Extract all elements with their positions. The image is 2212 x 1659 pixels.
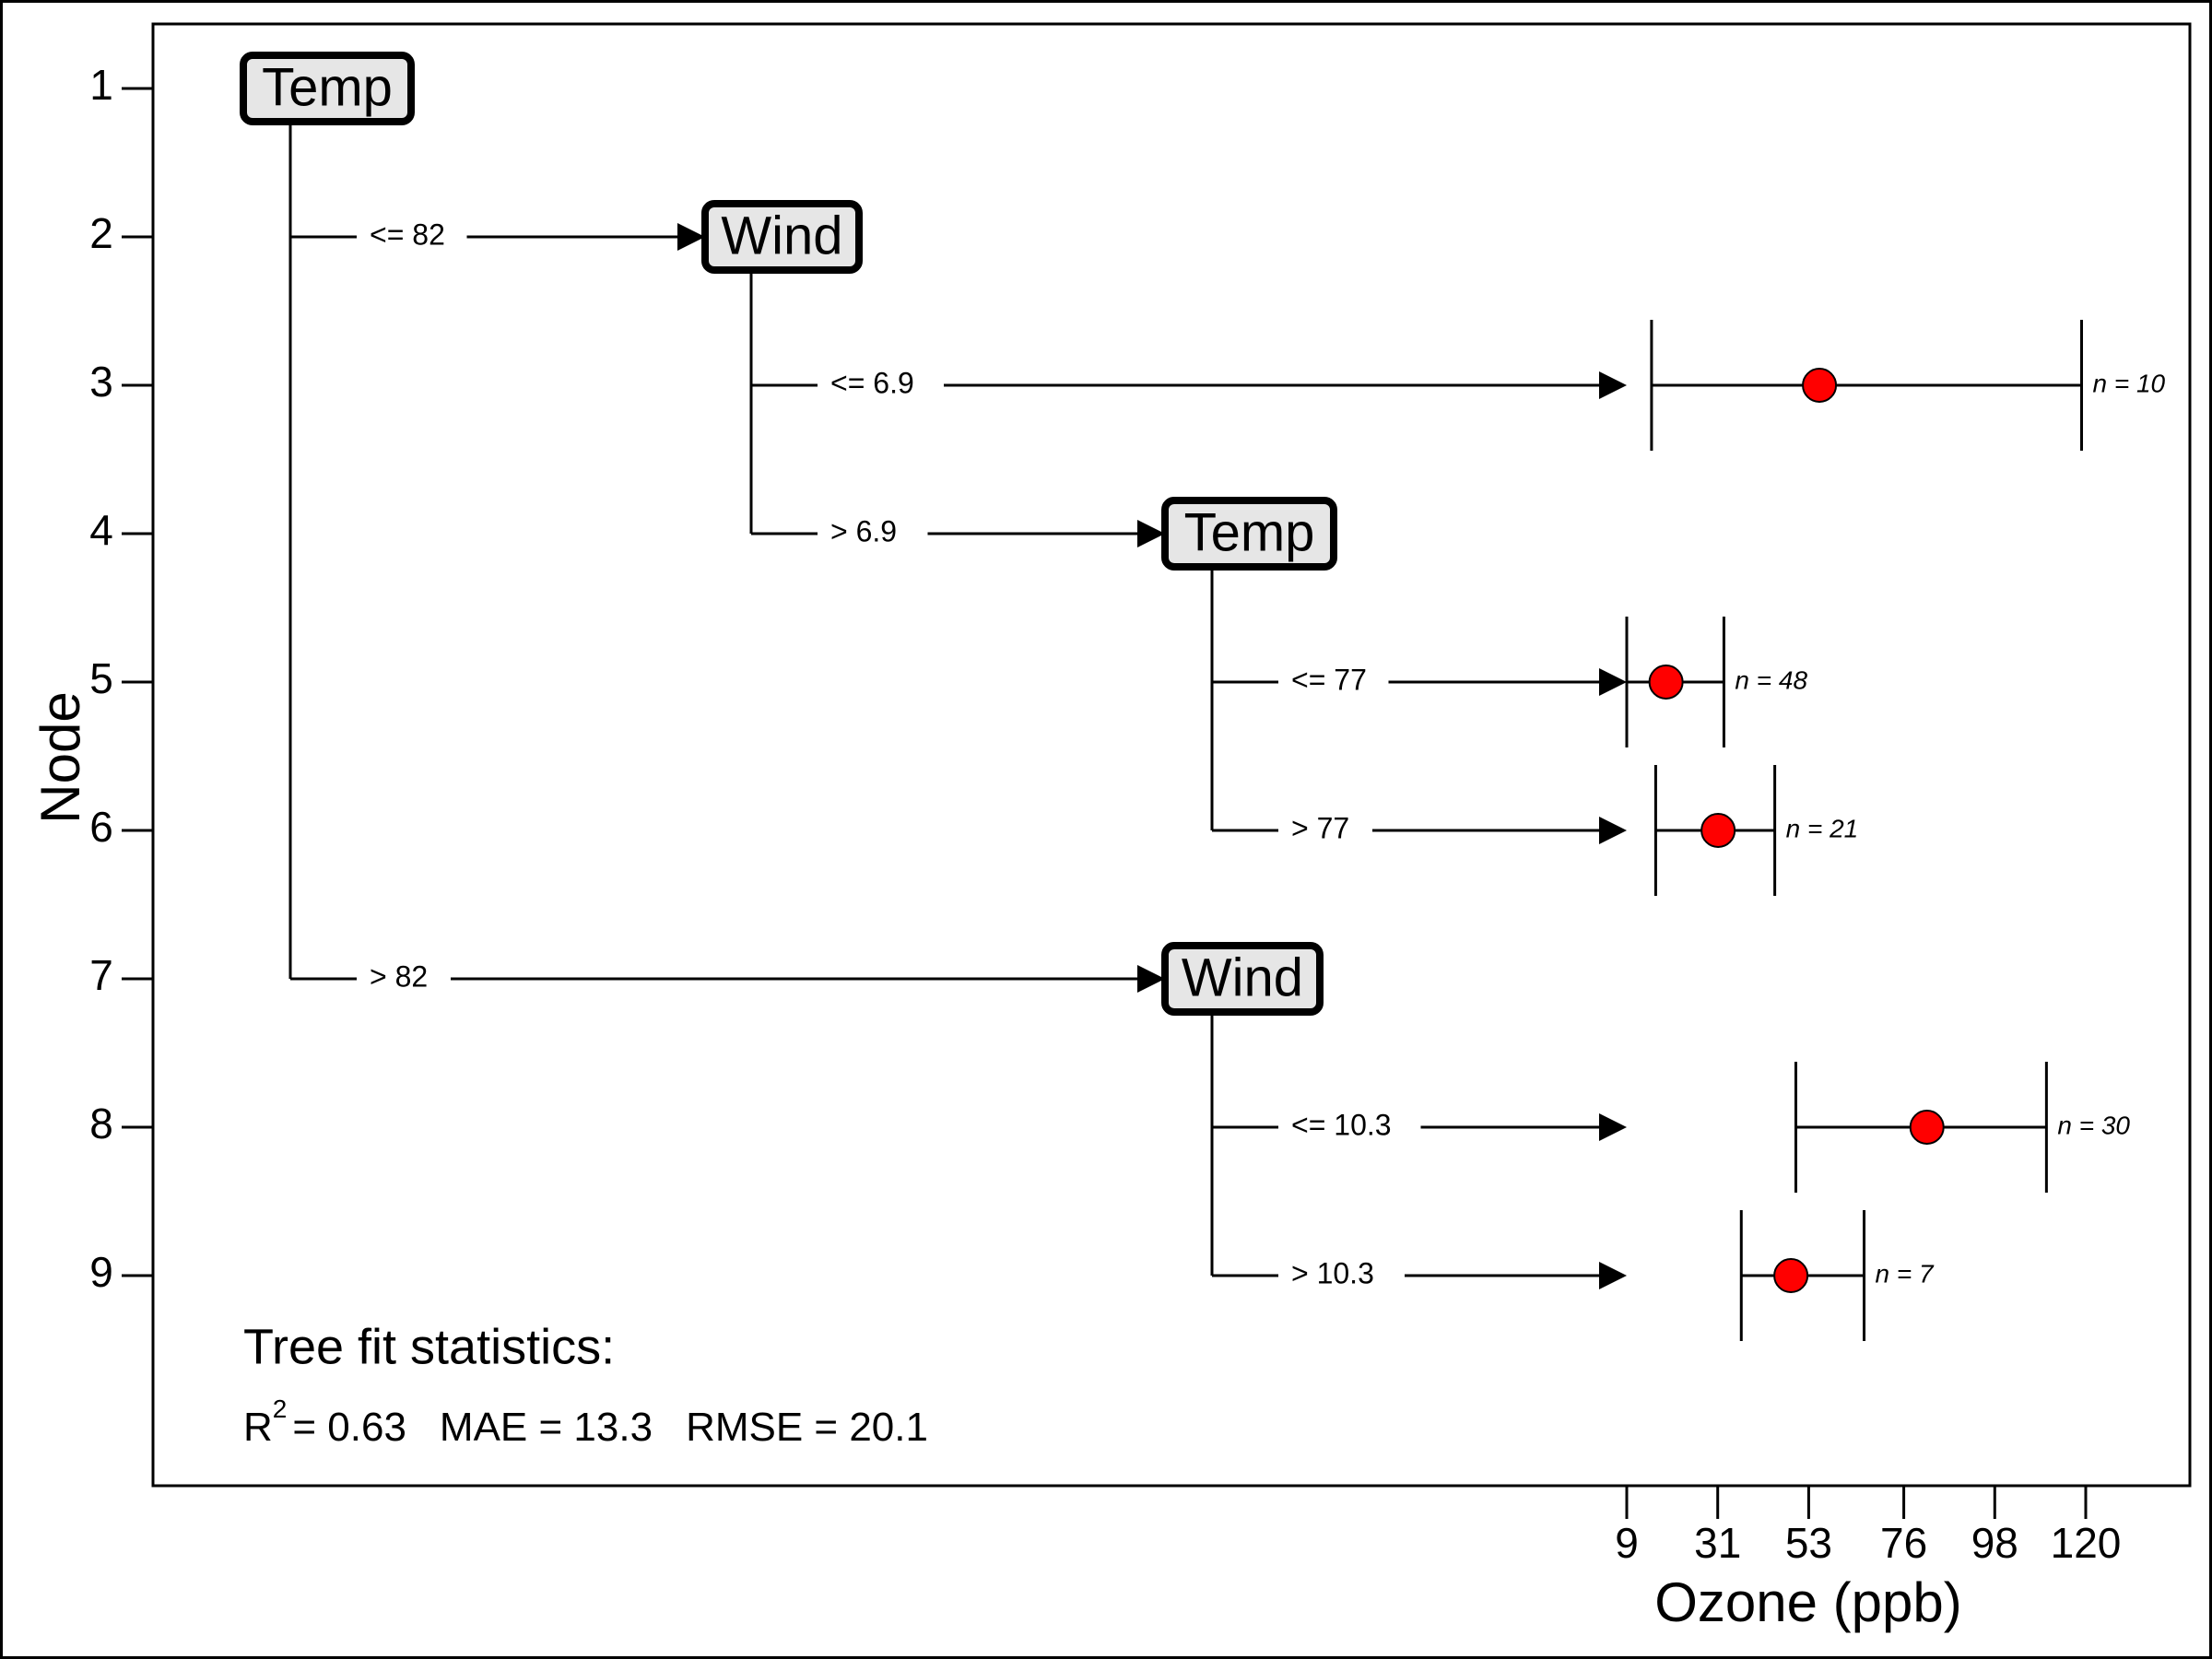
y-tick-label-2: 2: [89, 209, 113, 257]
r2-superscript: 2: [273, 1394, 288, 1423]
leaf-mean-point-8: [1909, 1110, 1945, 1145]
mae-value: MAE = 13.3: [440, 1405, 653, 1450]
branch-arrow-9: [1599, 1262, 1627, 1289]
node-label-4: Temp: [1184, 502, 1315, 562]
x-axis-title: Ozone (ppb): [1654, 1571, 1962, 1633]
branch-label-2: <= 82: [370, 218, 445, 251]
branch-label-4: > 6.9: [830, 514, 897, 547]
branch-arrow-3: [1599, 371, 1627, 399]
y-tick-label-3: 3: [89, 358, 113, 406]
branch-arrow-8: [1599, 1113, 1627, 1141]
y-tick-label-7: 7: [89, 951, 113, 999]
node-label-1: Temp: [262, 57, 393, 117]
branch-arrow-2: [677, 223, 705, 251]
y-tick-label-4: 4: [89, 506, 113, 554]
y-tick-label-8: 8: [89, 1100, 113, 1147]
x-tick-label-53: 53: [1785, 1519, 1832, 1567]
y-tick-label-6: 6: [89, 803, 113, 851]
branch-arrow-5: [1599, 668, 1627, 696]
stats-line: R2 = 0.63 MAE = 13.3 RMSE = 20.1: [243, 1394, 928, 1449]
x-tick-label-9: 9: [1615, 1519, 1639, 1567]
y-tick-label-9: 9: [89, 1248, 113, 1296]
branch-arrow-6: [1599, 817, 1627, 844]
stats-title: Tree fit statistics:: [243, 1319, 615, 1374]
node-box-2: [701, 200, 863, 274]
branch-label-6: > 77: [1291, 811, 1349, 844]
x-tick-label-31: 31: [1694, 1519, 1741, 1567]
leaf-n-label-8: n = 30: [2057, 1111, 2130, 1139]
node-label-2: Wind: [721, 206, 842, 265]
branch-label-9: > 10.3: [1291, 1256, 1374, 1289]
branch-label-7: > 82: [370, 959, 428, 993]
y-tick-label-1: 1: [89, 61, 113, 109]
x-tick-label-98: 98: [1971, 1519, 2018, 1567]
tree-layer: <= 82 > 82 <= 6.9 > 6.9 <= 77 > 77 <= 10.3 > 10…: [240, 52, 1627, 1289]
branch-label-3: <= 6.9: [830, 366, 914, 399]
leaf-n-label-9: n = 7: [1876, 1259, 1935, 1288]
leaf-n-label-6: n = 21: [1786, 814, 1859, 842]
plot-frame: [151, 22, 2192, 1488]
node-box-1: [240, 52, 415, 125]
branch-label-8: <= 10.3: [1291, 1108, 1392, 1141]
axis-layer: 1 2 3 4 5 6 7 8 9 9 31 53 76 98 120: [89, 61, 2121, 1567]
x-tick-label-76: 76: [1880, 1519, 1927, 1567]
y-tick-label-5: 5: [89, 654, 113, 702]
rmse-value: RMSE = 20.1: [686, 1405, 928, 1450]
r2-label: R: [243, 1405, 273, 1450]
node-box-7: [1161, 942, 1324, 1016]
node-label-7: Wind: [1182, 947, 1303, 1007]
leaf-mean-point-3: [1802, 368, 1838, 403]
leaf-mean-point-6: [1700, 813, 1736, 848]
r2-value: = 0.63: [292, 1405, 406, 1450]
leaf-mean-point-5: [1648, 665, 1684, 700]
branch-arrow-4: [1137, 520, 1165, 547]
node-box-4: [1161, 497, 1337, 571]
leaf-n-label-5: n = 48: [1735, 665, 1807, 694]
branch-label-5: <= 77: [1291, 663, 1367, 696]
branch-arrow-7: [1137, 965, 1165, 993]
x-tick-label-120: 120: [2051, 1519, 2122, 1567]
y-axis-title: Node: [29, 691, 91, 823]
leaf-n-label-3: n = 10: [2093, 369, 2166, 397]
leaf-layer: n = 10 n = 48 n = 21 n = 30 n = 7: [1625, 320, 2166, 1341]
leaf-mean-point-9: [1773, 1258, 1809, 1293]
